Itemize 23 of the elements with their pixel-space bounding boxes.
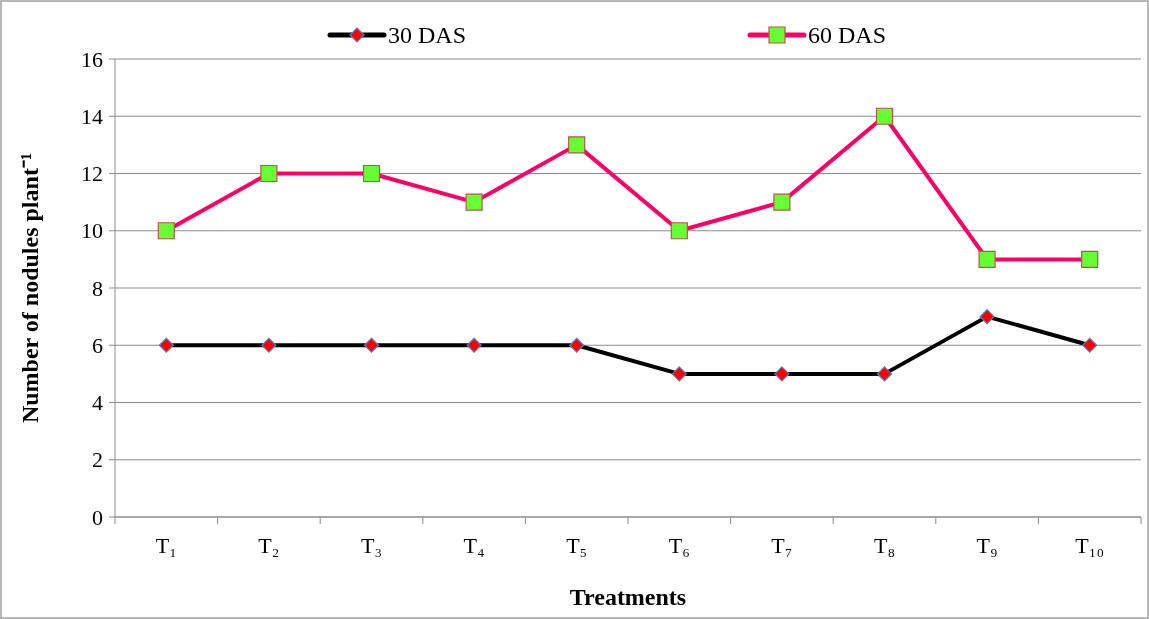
x-tick-label: T₂ bbox=[258, 533, 280, 558]
y-tick-label: 2 bbox=[92, 447, 103, 473]
x-tick-label: T₇ bbox=[771, 533, 793, 558]
x-tick-label: T₈ bbox=[873, 533, 896, 558]
x-tick-label: T₆ bbox=[668, 533, 690, 558]
legend-label: 30 DAS bbox=[388, 22, 467, 49]
y-tick-label: 14 bbox=[81, 103, 103, 129]
y-tick-label: 0 bbox=[92, 504, 103, 530]
y-tick-label: 4 bbox=[92, 390, 103, 416]
y-tick-label: 8 bbox=[92, 275, 103, 301]
y-tick-label: 6 bbox=[92, 332, 103, 358]
x-tick-label: T₁₀ bbox=[1075, 533, 1105, 558]
legend-label: 60 DAS bbox=[808, 22, 887, 49]
y-tick-label: 16 bbox=[81, 46, 103, 72]
x-tick-label: T₃ bbox=[360, 533, 383, 558]
y-tick-label: 10 bbox=[81, 218, 103, 244]
y-tick-label: 12 bbox=[81, 161, 103, 187]
x-tick-label: T₄ bbox=[463, 533, 485, 558]
x-tick-label: T₁ bbox=[155, 533, 177, 558]
y-axis-title: Number of nodules plant⁻¹ bbox=[17, 152, 43, 424]
x-tick-label: T₉ bbox=[976, 533, 998, 558]
x-tick-label: T₅ bbox=[566, 533, 588, 558]
x-axis-title: Treatments bbox=[569, 584, 687, 610]
